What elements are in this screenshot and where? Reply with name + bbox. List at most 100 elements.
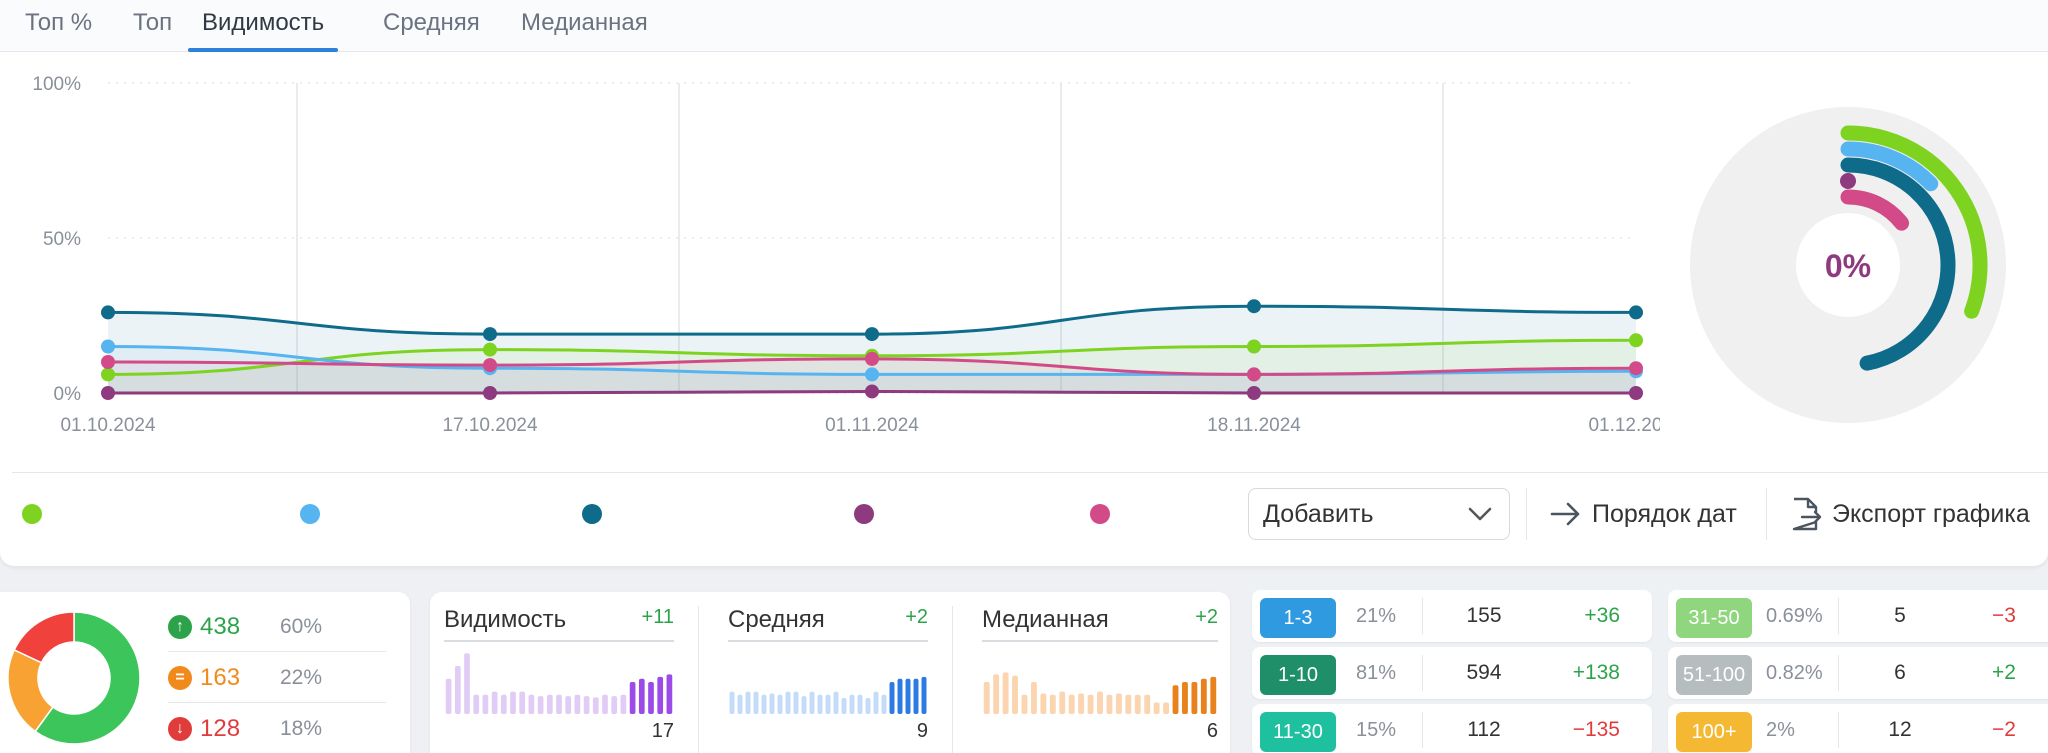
mini-bar	[1115, 693, 1122, 714]
rank-row[interactable]: 1-10 81% 594 +138	[1252, 647, 1652, 699]
mini-bar	[889, 682, 895, 714]
rank-divider	[1838, 655, 1839, 691]
rank-delta: +2	[1992, 661, 2016, 684]
series-point	[1629, 333, 1643, 348]
mini-bar	[993, 674, 1000, 714]
mini-bar	[1021, 694, 1028, 714]
mini-bar	[801, 696, 807, 714]
mini-bar	[849, 694, 855, 714]
mini-bar	[454, 666, 461, 714]
mini-bar	[537, 696, 544, 714]
line-chart: 100% 50% 0% 01.10.2024 17.10.2024 01.11.2024 1…	[32, 74, 1660, 436]
mini-bar	[1059, 691, 1066, 714]
mini-bar	[500, 694, 507, 714]
tab-average[interactable]: Средняя	[383, 9, 480, 36]
legend-dot-teal[interactable]	[582, 504, 602, 524]
rank-row[interactable]: 1-3 21% 155 +36	[1252, 590, 1652, 642]
rank-row[interactable]: 31-50 0.69% 5 −3	[1668, 590, 2048, 642]
arrow-up-icon: ↑	[168, 615, 192, 639]
mini-bar	[592, 697, 599, 714]
mini-separator	[952, 606, 953, 753]
mini-median-delta: +2	[1195, 606, 1218, 628]
mini-bar	[528, 694, 535, 714]
mini-bar	[833, 691, 839, 714]
rank-badge: 11-30	[1260, 712, 1336, 752]
legend-dot-green[interactable]	[22, 504, 42, 524]
rank-delta: −135	[1572, 718, 1620, 741]
radial-arc	[1840, 157, 1956, 371]
mini-bar	[1049, 694, 1056, 714]
rank-delta: +36	[1584, 604, 1620, 627]
mini-bar	[1153, 702, 1160, 714]
date-order-label: Порядок дат	[1592, 500, 1737, 528]
mini-bar	[648, 682, 654, 714]
series-point	[483, 358, 497, 373]
y-tick-label: 50%	[43, 229, 81, 250]
legend-dot-lightblue[interactable]	[300, 504, 320, 524]
stat-up-percent: 60%	[280, 615, 323, 638]
rank-badge: 51-100	[1676, 655, 1752, 695]
add-select-label: Добавить	[1263, 500, 1374, 528]
mini-bar	[510, 691, 516, 714]
legend-dot-pink[interactable]	[1090, 504, 1110, 524]
mini-bar	[1125, 694, 1132, 714]
mini-bar	[825, 694, 831, 714]
rank-row[interactable]: 100+ 2% 12 −2	[1668, 704, 2048, 753]
mini-bar	[785, 691, 791, 714]
mini-bar	[1191, 682, 1198, 714]
mini-bar	[657, 676, 664, 714]
mini-bar	[881, 694, 887, 714]
legend-dot-purple[interactable]	[854, 504, 874, 524]
mini-bar	[464, 653, 470, 714]
equals-icon: =	[168, 666, 192, 690]
y-tick-label: 0%	[54, 384, 82, 405]
mini-bar	[556, 694, 562, 714]
mini-bar	[1144, 694, 1151, 714]
mini-bar	[1012, 675, 1018, 714]
date-order-button[interactable]: Порядок дат	[1550, 488, 1737, 540]
export-chart-button[interactable]: Экспорт графика	[1790, 488, 2030, 540]
rank-divider	[1422, 655, 1423, 691]
mini-bar	[445, 678, 452, 714]
series-point	[101, 386, 115, 400]
series-point	[865, 351, 879, 366]
mini-bar	[638, 678, 645, 714]
stat-divider	[168, 702, 386, 703]
chart-panel: Топ % Топ Видимость Средняя Медианная 10…	[0, 0, 2048, 566]
mini-bar	[809, 691, 815, 714]
rank-count: 5	[1894, 604, 1906, 627]
rank-row[interactable]: 11-30 15% 112 −135	[1252, 704, 1652, 753]
tab-top[interactable]: Топ	[133, 9, 173, 36]
x-tick-label: 17.10.2024	[442, 415, 538, 436]
tab-top-percent[interactable]: Топ %	[25, 9, 93, 36]
mini-bar	[921, 676, 927, 714]
add-select[interactable]: Добавить	[1248, 488, 1510, 540]
mini-bar	[574, 694, 581, 714]
tab-visibility[interactable]: Видимость	[188, 0, 339, 52]
rank-badge: 1-3	[1260, 598, 1336, 638]
series-point	[1629, 305, 1643, 320]
chevron-down-icon	[1468, 507, 1492, 521]
mini-bar	[602, 694, 608, 714]
series-point	[1629, 386, 1643, 400]
mini-bar	[913, 678, 919, 714]
toolbar-divider	[1526, 488, 1527, 540]
rank-percent: 0.82%	[1766, 662, 1823, 684]
mini-bar	[611, 696, 618, 714]
mini-bar	[629, 682, 636, 714]
donut-slice	[34, 611, 141, 745]
mini-bar	[1182, 682, 1188, 714]
rank-count: 12	[1888, 718, 1912, 741]
rank-count: 594	[1466, 661, 1502, 684]
mini-bar	[1078, 693, 1085, 714]
mini-bar	[1106, 694, 1113, 714]
mini-charts-card	[430, 592, 1230, 753]
rank-row[interactable]: 51-100 0.82% 6 +2	[1668, 647, 2048, 699]
radial-arc	[1840, 173, 1856, 189]
rank-count: 155	[1466, 604, 1502, 627]
tab-median[interactable]: Медианная	[521, 9, 648, 36]
rank-delta: +138	[1572, 661, 1620, 684]
mini-bar	[793, 691, 799, 714]
radial-arc	[1840, 125, 1988, 319]
mini-visibility-bars	[445, 653, 673, 714]
